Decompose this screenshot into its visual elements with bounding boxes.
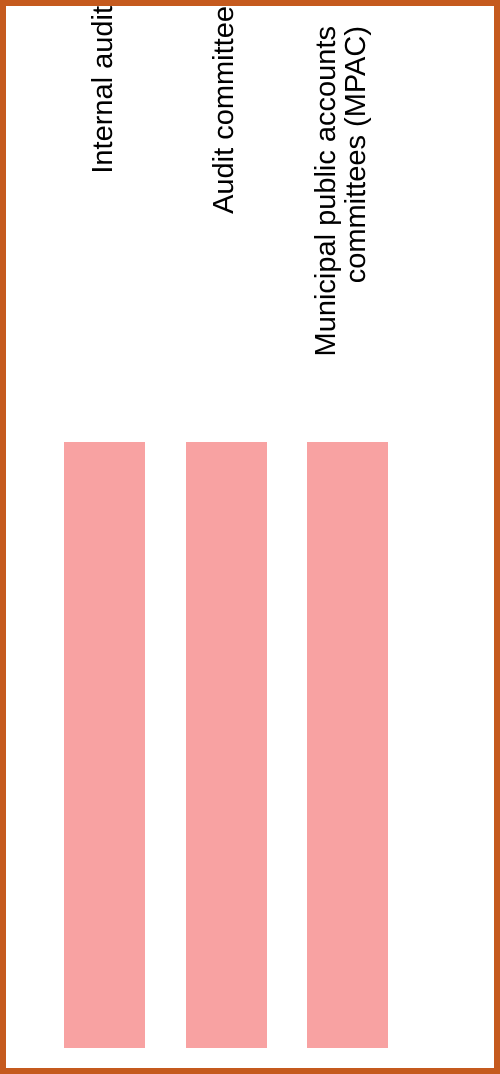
column-bar-internal-audit xyxy=(64,442,145,1048)
column-label-internal-audit: Internal audit xyxy=(87,6,119,174)
column-bar-audit-committee xyxy=(186,442,267,1048)
column-bar-mpac xyxy=(307,442,388,1048)
column-label-audit-committee: Audit committee xyxy=(208,6,240,214)
column-label-mpac: Municipal public accounts committees (MP… xyxy=(310,26,372,357)
